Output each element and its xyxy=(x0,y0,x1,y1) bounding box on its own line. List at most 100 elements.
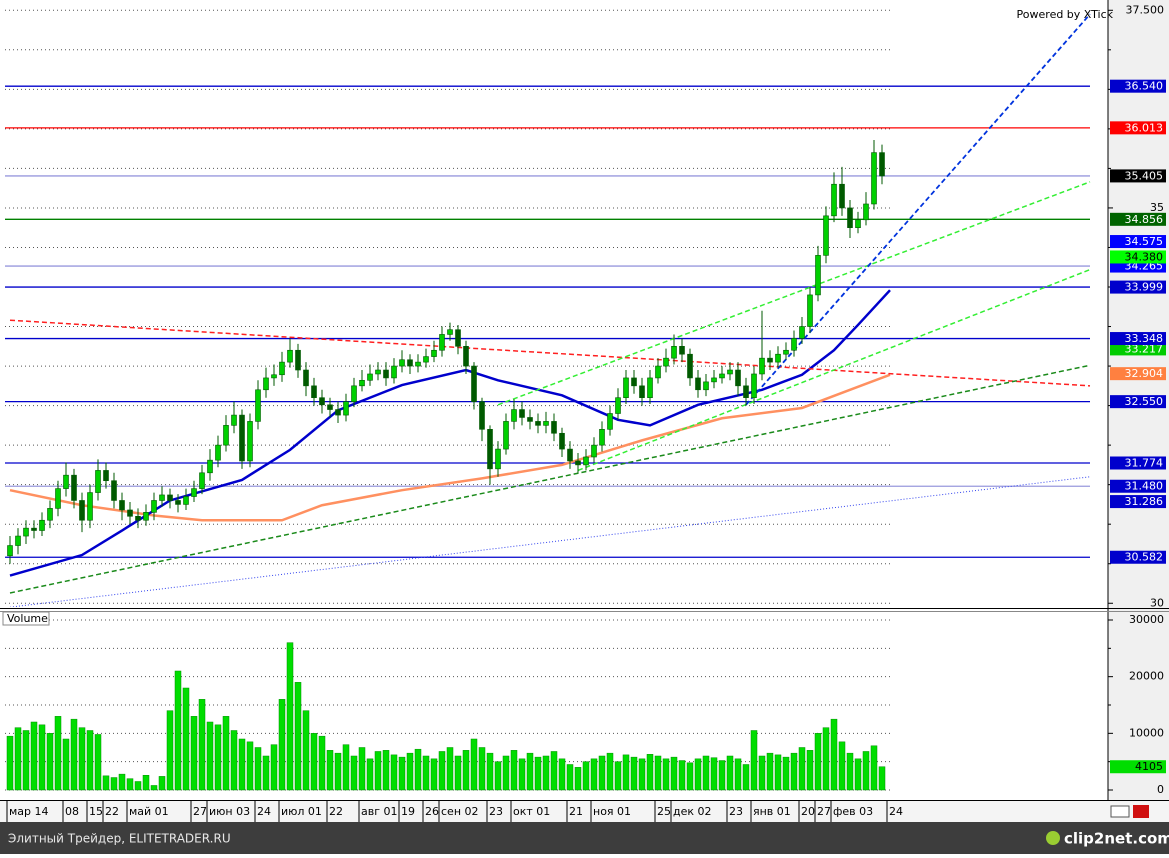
x-tick-label: 20 xyxy=(801,805,815,818)
volume-bar xyxy=(230,730,238,791)
volume-bar xyxy=(534,756,542,791)
candle-body xyxy=(519,409,525,418)
volume-bar xyxy=(246,741,254,791)
scroll-button[interactable] xyxy=(1110,805,1130,818)
volume-bar xyxy=(670,756,678,791)
candle-body xyxy=(207,459,213,474)
logo-text[interactable]: clip2net.com xyxy=(1064,830,1169,848)
indicator-line xyxy=(745,13,1091,406)
x-tick-label: 23 xyxy=(729,805,743,818)
candle-body xyxy=(271,374,277,379)
volume-bar xyxy=(62,738,70,791)
x-tick-label: 21 xyxy=(569,805,583,818)
candle-body xyxy=(599,429,605,446)
candles xyxy=(7,139,885,564)
candle-body xyxy=(199,472,205,489)
candle-body xyxy=(167,494,173,501)
price-tag xyxy=(1110,495,1166,509)
candle-body xyxy=(135,515,141,521)
indicator-lines xyxy=(9,13,1091,607)
candle-body xyxy=(111,480,117,501)
volume-bar xyxy=(278,699,286,791)
price-tag-label: 33.348 xyxy=(1125,332,1164,345)
volume-bar xyxy=(182,687,190,791)
candle-body xyxy=(367,373,373,381)
price-tag xyxy=(1110,280,1166,294)
volume-bar xyxy=(742,764,750,791)
candle-body xyxy=(663,357,669,367)
volume-bar xyxy=(646,754,654,791)
candle-body xyxy=(399,359,405,367)
x-tick-label: 15 xyxy=(89,805,103,818)
volume-bar xyxy=(702,755,710,791)
x-tick-label: июл 01 xyxy=(281,805,322,818)
volume-bar xyxy=(462,750,470,791)
volume-bar xyxy=(814,733,822,791)
candle-body xyxy=(343,401,349,416)
candle-body xyxy=(671,345,677,359)
volume-bar xyxy=(854,758,862,791)
volume-bar xyxy=(254,747,262,791)
volume-bar xyxy=(630,756,638,791)
candle-body xyxy=(311,385,317,398)
volume-bar xyxy=(270,744,278,791)
volume-bar xyxy=(310,733,318,791)
exit-button[interactable] xyxy=(1133,805,1149,818)
volume-bar xyxy=(846,752,854,791)
x-tick-label: янв 01 xyxy=(753,805,791,818)
volume-bar xyxy=(30,721,38,791)
candle-body xyxy=(247,421,253,462)
candle-body xyxy=(831,183,837,217)
price-tag xyxy=(1110,342,1166,356)
candle-body xyxy=(575,460,581,466)
y-tick-label: 10000 xyxy=(1129,726,1164,739)
volume-bar xyxy=(334,752,342,791)
volume-bar xyxy=(558,758,566,791)
volume-bar xyxy=(430,758,438,791)
volume-bar xyxy=(718,760,726,791)
candle-body xyxy=(775,353,781,363)
candle-body xyxy=(495,448,501,470)
volume-bar xyxy=(150,785,158,791)
volume-bar xyxy=(190,716,198,791)
candle-body xyxy=(127,509,133,517)
x-tick-label: 26 xyxy=(425,805,439,818)
price-tag-label: 34.856 xyxy=(1125,213,1164,226)
volume-bar xyxy=(838,741,846,791)
volume-bar xyxy=(262,755,270,791)
candle-body xyxy=(447,329,453,335)
volume-bar xyxy=(446,747,454,791)
price-tag-label: 31.774 xyxy=(1125,456,1164,469)
candle-body xyxy=(735,369,741,387)
price-tag xyxy=(1110,332,1166,346)
candle-body xyxy=(551,421,557,434)
candle-body xyxy=(727,369,733,375)
volume-bar xyxy=(478,747,486,791)
candle-body xyxy=(503,421,509,450)
candle-body xyxy=(359,379,365,387)
volume-bar xyxy=(494,761,502,791)
candle-body xyxy=(823,215,829,256)
x-tick-label: 24 xyxy=(257,805,271,818)
volume-bar xyxy=(678,760,686,791)
price-tag xyxy=(1110,479,1166,493)
candle-body xyxy=(55,488,61,509)
volume-bar xyxy=(22,730,30,791)
volume-bar xyxy=(614,761,622,791)
candle-body xyxy=(183,496,189,505)
y-tick-label: 35 xyxy=(1150,201,1164,214)
x-tick-label: мар 14 xyxy=(9,805,49,818)
x-tick-label: авг 01 xyxy=(361,805,398,818)
candle-body xyxy=(511,409,517,422)
volume-bar xyxy=(726,755,734,791)
volume-bar xyxy=(806,750,814,791)
volume-bar xyxy=(286,642,294,791)
candle-body xyxy=(239,414,245,462)
indicator-line xyxy=(577,268,1091,472)
price-tag-label: 36.540 xyxy=(1125,80,1164,93)
candle-body xyxy=(527,417,533,422)
candle-body xyxy=(415,361,421,367)
price-tag-label: 36.013 xyxy=(1125,121,1164,134)
candle-body xyxy=(263,377,269,391)
